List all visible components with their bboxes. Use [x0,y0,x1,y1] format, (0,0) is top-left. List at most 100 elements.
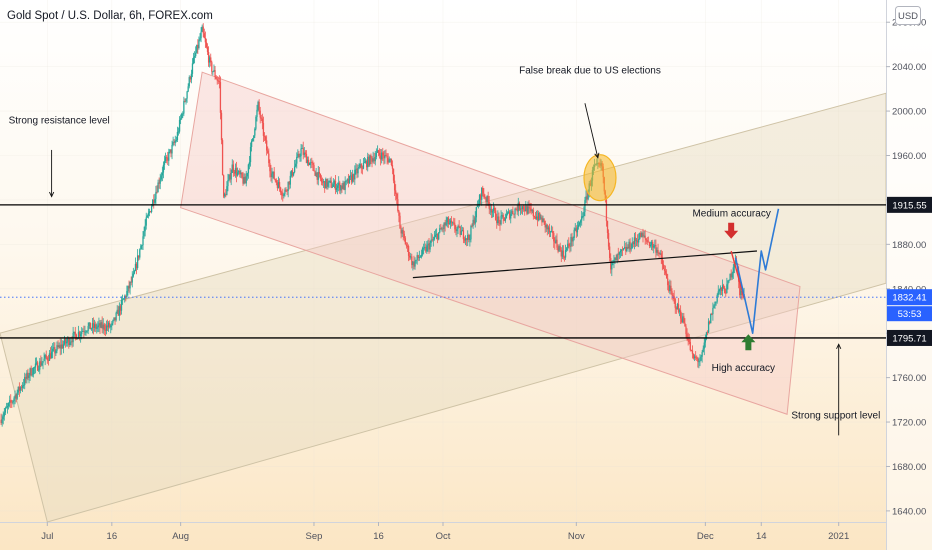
price-tick-label: 1760.00 [892,373,926,384]
candle-body-up [555,239,557,244]
candle-body-up [255,116,257,129]
candle-body-up [438,232,440,240]
candle-body-up [707,321,710,333]
false-break-arrow-head [594,152,600,159]
candle-body-up [26,372,28,379]
candle-body-up [243,176,245,184]
candle-body-up [424,246,426,248]
candle-body-up [253,135,255,139]
time-tick-label: Oct [436,531,451,542]
candle-body-up [39,361,41,370]
candle-body-up [511,210,513,215]
candle-body-down [543,218,545,221]
candle-body-down [225,194,227,196]
candle-body-down [670,285,672,292]
candle-body-down [356,168,358,174]
support-annotation: Strong support level [791,411,880,422]
candle-body-down [203,33,205,39]
candle-body-down [259,110,261,118]
candle-body-up [6,406,9,408]
candle-body-up [240,172,242,175]
candle-body-up [328,180,330,183]
candle-body-down [393,180,396,191]
candle-body-up [132,273,134,277]
candle-body-up [475,207,477,218]
candle-body-down [117,309,119,316]
candle-body-up [236,172,239,176]
candle-body-up [195,52,197,57]
candle-body-down [541,217,543,223]
candle-body-down [101,322,103,329]
candle-body-down [106,325,109,328]
candle-body-up [107,322,110,328]
horizontal-levels[interactable] [0,204,886,339]
candle-body-down [206,47,209,53]
plot-area[interactable]: Strong resistance level False break due t… [0,0,886,522]
time-axis: Jul 16 Aug Sep 16 Oct Nov Dec 14 2021 [41,522,849,542]
candle-body-down [462,230,465,240]
candle-body-up [5,407,8,409]
candle-body-up [91,323,94,329]
candle-body-up [172,142,174,145]
symbol-title[interactable]: Gold Spot / U.S. Dollar, 6h, FOREX.com [7,10,213,22]
candle-body-down [377,150,380,154]
candle-body-up [199,38,201,41]
currency-button[interactable]: USD [895,6,921,25]
candle-body-down [387,158,389,163]
candle-body-down [302,148,304,155]
candle-body-up [500,215,502,225]
candle-body-down [516,209,518,212]
candle-body-up [412,261,414,266]
candle-body-down [320,178,323,182]
currency-button-label: USD [898,11,918,22]
candle-body-up [277,182,280,189]
candle-body-up [175,139,177,141]
candle-body-down [428,243,430,250]
candle-body-up [126,291,128,298]
candle-body-down [725,292,727,294]
candle-body-up [325,178,327,189]
candle-body-up [62,344,65,349]
candle-body-up [148,211,151,213]
candle-body-up [112,320,114,324]
candle-body-down [275,180,277,183]
price-tick-label: 1960.00 [892,151,926,162]
candle-body-up [297,153,299,157]
candle-body-down [366,160,368,168]
candle-body-up [505,214,508,219]
medium-accuracy-arrow [724,222,739,239]
candle-body-up [635,240,638,242]
candle-body-up [521,206,524,210]
candle-body-up [727,280,729,285]
time-tick-label: 14 [756,531,767,542]
candle-body-up [84,331,86,333]
candle-body-up [678,310,681,312]
candle-body-up [388,159,390,163]
candle-body-up [93,324,96,328]
candle-body-up [430,239,432,243]
candle-body-up [327,182,329,187]
time-tick-label: 16 [373,531,384,542]
candle-body-up [573,229,575,238]
candle-body-down [518,202,520,210]
candle-body-up [582,216,584,217]
candle-body-up [249,146,252,163]
candle-body-down [313,164,315,172]
support-price-tag-bg [887,329,932,346]
price-tags: 1915.55 1795.71 1832.41 53:53 [887,196,932,346]
candle-body-down [264,136,267,141]
candle-body-up [329,180,331,182]
price-axis-panel[interactable] [886,0,932,550]
candle-body-down [679,310,682,319]
candle-body-up [100,322,102,328]
candle-body-down [440,228,442,230]
candle-body-down [490,208,493,213]
candle-body-down [400,228,402,234]
candle-body-up [169,149,171,152]
candle-body-down [229,174,231,180]
candle-body-up [616,254,618,261]
candle-body-up [200,31,202,39]
candle-body-down [647,241,650,243]
candle-body-down [321,181,324,183]
